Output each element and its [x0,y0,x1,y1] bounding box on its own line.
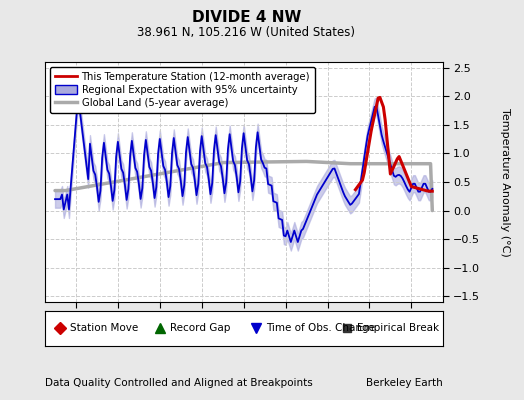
Text: 38.961 N, 105.216 W (United States): 38.961 N, 105.216 W (United States) [137,26,355,39]
Text: Empirical Break: Empirical Break [357,323,439,333]
Text: Berkeley Earth: Berkeley Earth [366,378,443,388]
Text: Data Quality Controlled and Aligned at Breakpoints: Data Quality Controlled and Aligned at B… [45,378,312,388]
Y-axis label: Temperature Anomaly (°C): Temperature Anomaly (°C) [500,108,510,256]
Text: Record Gap: Record Gap [170,323,231,333]
Text: Station Move: Station Move [70,323,139,333]
Legend: This Temperature Station (12-month average), Regional Expectation with 95% uncer: This Temperature Station (12-month avera… [50,67,315,113]
Text: Time of Obs. Change: Time of Obs. Change [266,323,375,333]
Text: DIVIDE 4 NW: DIVIDE 4 NW [192,10,301,25]
